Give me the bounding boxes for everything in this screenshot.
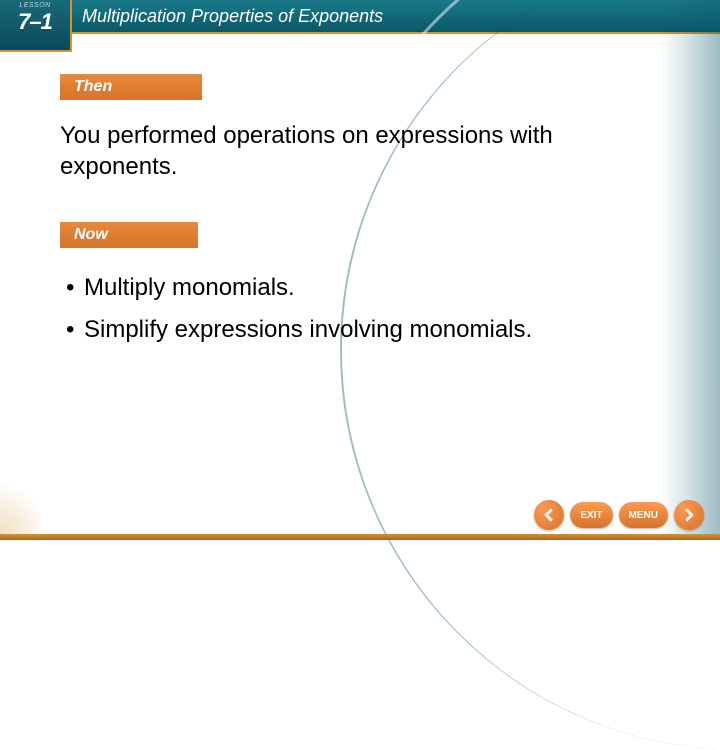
lesson-number: 7–1 bbox=[18, 9, 52, 35]
content-area: Then You performed operations on express… bbox=[0, 54, 660, 500]
lesson-tab: LESSON 7–1 bbox=[0, 0, 72, 52]
chevron-left-icon bbox=[542, 508, 556, 522]
next-button[interactable] bbox=[674, 500, 704, 530]
menu-button[interactable]: MENU bbox=[619, 502, 668, 528]
list-item: Multiply monomials. bbox=[60, 274, 650, 302]
right-edge-decoration bbox=[660, 0, 720, 540]
then-text: You performed operations on expressions … bbox=[60, 120, 650, 182]
now-label: Now bbox=[60, 222, 198, 248]
bottom-border bbox=[0, 534, 720, 540]
list-item: Simplify expressions involving monomials… bbox=[60, 316, 650, 344]
then-label: Then bbox=[60, 74, 202, 100]
header-band: Multiplication Properties of Exponents bbox=[0, 0, 720, 34]
exit-button[interactable]: EXIT bbox=[570, 502, 612, 528]
chapter-title: Multiplication Properties of Exponents bbox=[82, 6, 383, 27]
chevron-right-icon bbox=[682, 508, 696, 522]
lesson-tab-label: LESSON bbox=[19, 2, 50, 9]
nav-controls: EXIT MENU bbox=[534, 500, 704, 530]
prev-button[interactable] bbox=[534, 500, 564, 530]
now-list: Multiply monomials. Simplify expressions… bbox=[60, 274, 650, 344]
